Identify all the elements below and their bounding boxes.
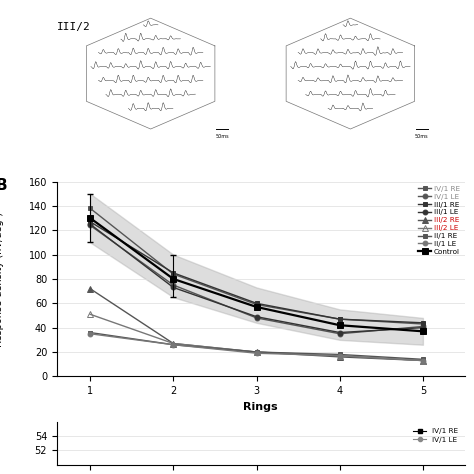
II/1 LE xyxy=(171,342,176,347)
III/1 RE xyxy=(171,270,176,276)
Control xyxy=(87,215,93,221)
Control xyxy=(337,322,343,328)
III/1 RE xyxy=(337,316,343,322)
Line: Control: Control xyxy=(87,215,426,334)
IV/1 RE xyxy=(171,271,176,277)
X-axis label: Rings: Rings xyxy=(243,401,278,411)
III/1 RE xyxy=(420,320,426,326)
III/1 LE xyxy=(254,314,259,319)
III/1 RE xyxy=(254,301,259,306)
Text: 50ms: 50ms xyxy=(215,134,229,138)
III/1 LE xyxy=(87,221,93,227)
III/2 RE xyxy=(171,341,176,346)
III/1 LE xyxy=(420,325,426,330)
II/1 RE xyxy=(420,356,426,362)
IV/1 LE xyxy=(87,222,93,228)
Control xyxy=(254,304,259,310)
Line: III/2 RE: III/2 RE xyxy=(87,286,426,364)
III/2 LE xyxy=(87,311,93,317)
Legend: IV/1 RE, IV/1 LE: IV/1 RE, IV/1 LE xyxy=(410,426,461,446)
II/1 RE xyxy=(337,352,343,357)
II/1 RE xyxy=(171,342,176,347)
Line: IV/1 LE: IV/1 LE xyxy=(88,223,425,336)
IV/1 LE xyxy=(420,324,426,329)
III/2 LE xyxy=(254,349,259,355)
IV/1 RE xyxy=(87,205,93,211)
Line: III/1 RE: III/1 RE xyxy=(88,219,425,325)
IV/1 RE xyxy=(254,301,259,307)
Control xyxy=(420,328,426,334)
II/1 LE xyxy=(337,353,343,358)
II/1 LE xyxy=(254,350,259,356)
III/2 LE xyxy=(171,341,176,346)
Line: II/1 LE: II/1 LE xyxy=(88,331,425,363)
II/1 RE xyxy=(87,330,93,336)
III/1 LE xyxy=(337,330,343,336)
Legend: IV/1 RE, IV/1 LE, III/1 RE, III/1 LE, III/2 RE, III/2 LE, II/1 RE, II/1 LE, Cont: IV/1 RE, IV/1 LE, III/1 RE, III/1 LE, II… xyxy=(415,183,463,258)
II/1 LE xyxy=(420,358,426,364)
II/1 RE xyxy=(254,349,259,355)
Text: B: B xyxy=(0,178,8,192)
III/2 LE xyxy=(337,353,343,358)
III/1 RE xyxy=(87,219,93,225)
Line: IV/1 RE: IV/1 RE xyxy=(88,206,425,327)
III/2 LE xyxy=(420,358,426,364)
III/2 RE xyxy=(337,354,343,360)
IV/1 LE xyxy=(337,331,343,337)
IV/1 RE xyxy=(337,316,343,322)
IV/1 RE xyxy=(420,321,426,327)
Control xyxy=(171,276,176,282)
Y-axis label: Response density (nV/deg²): Response density (nV/deg²) xyxy=(0,211,4,346)
IV/1 LE xyxy=(254,315,259,321)
III/2 RE xyxy=(420,358,426,364)
Text: 50ms: 50ms xyxy=(415,134,428,138)
Line: II/1 RE: II/1 RE xyxy=(88,330,425,362)
Line: III/2 LE: III/2 LE xyxy=(87,311,426,364)
IV/1 LE xyxy=(171,282,176,288)
III/2 RE xyxy=(254,349,259,355)
III/1 LE xyxy=(171,284,176,290)
Text: III/2: III/2 xyxy=(57,22,91,32)
III/2 RE xyxy=(87,286,93,292)
Line: III/1 LE: III/1 LE xyxy=(88,222,425,335)
II/1 LE xyxy=(87,331,93,337)
